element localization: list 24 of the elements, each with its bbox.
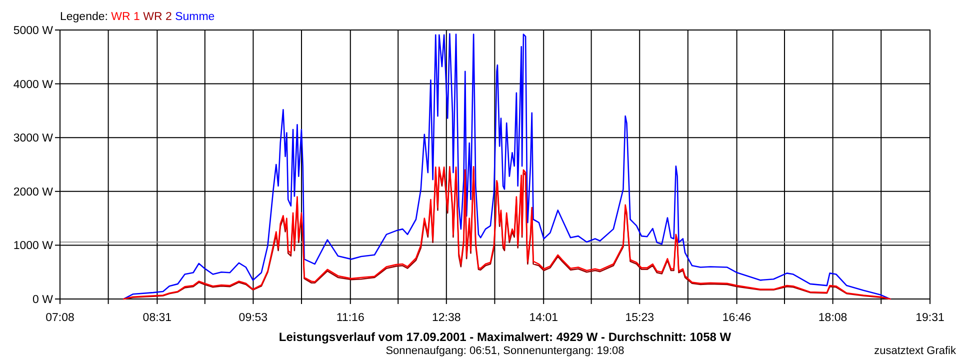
y-tick-label: 0 W — [32, 294, 54, 306]
line-series — [123, 33, 891, 300]
x-tick-label: 15:23 — [625, 312, 654, 324]
text: Sonnenaufgang: 06:51, Sonnenuntergang: 19:08 — [386, 345, 624, 357]
x-tick-label: 14:01 — [529, 312, 558, 324]
y-tick-label: 3000 W — [13, 132, 54, 145]
x-tick-label: 09:53 — [238, 312, 268, 324]
y-tick-label: 5000 W — [13, 25, 54, 37]
text: WR 2 — [143, 11, 176, 23]
text: Summe — [175, 11, 215, 23]
text: zusatztext Grafik — [874, 345, 956, 357]
y-tick-label: 1000 W — [13, 240, 54, 252]
x-tick-label: 16:46 — [722, 312, 752, 324]
x-tick-label: 08:31 — [142, 312, 172, 324]
x-tick-label: 11:16 — [336, 312, 364, 324]
y-tick-label: 4000 W — [13, 78, 54, 91]
x-tick-label: 12:38 — [432, 312, 461, 324]
x-tick-label: 18:08 — [818, 312, 848, 324]
x-tick-label: 07:08 — [46, 312, 74, 324]
text: Leistungsverlauf vom 17.09.2001 - Maximalwert: 4929 W - Durchschnitt: 1058 W — [278, 330, 732, 344]
text: WR 1 — [111, 11, 144, 23]
x-tick-label: 19:31 — [916, 312, 944, 324]
y-tick-label: 2000 W — [13, 186, 54, 198]
legend-title: Legende: — [60, 11, 112, 23]
